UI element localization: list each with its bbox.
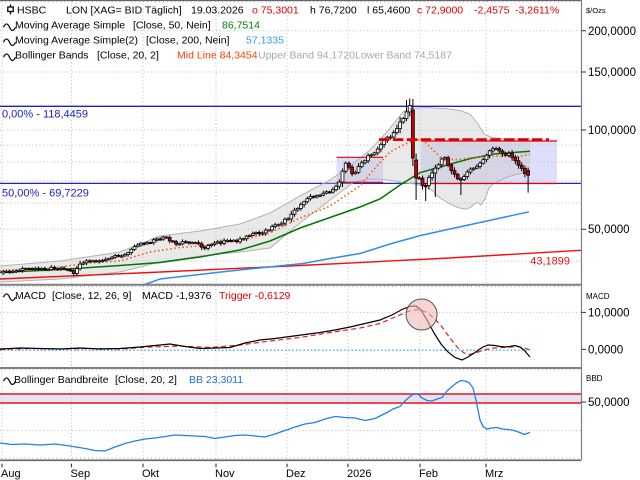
svg-text:[Close, 12, 26, 9]: [Close, 12, 26, 9] <box>52 290 131 302</box>
svg-text:Aug: Aug <box>1 468 21 480</box>
svg-text:43,1899: 43,1899 <box>530 256 570 268</box>
svg-text:Moving Average Simple: Moving Average Simple <box>15 20 125 32</box>
svg-text:LON [XAG= BID Täglich]: LON [XAG= BID Täglich] <box>66 5 182 17</box>
svg-text:BB 23,3011: BB 23,3011 <box>189 374 243 386</box>
svg-text:Moving Average Simple(2): Moving Average Simple(2) <box>15 35 138 47</box>
svg-text:MACD -1,9376: MACD -1,9376 <box>142 290 212 302</box>
svg-text:Trigger -0,6129: Trigger -0,6129 <box>219 290 291 302</box>
svg-text:100,0000: 100,0000 <box>588 125 636 137</box>
svg-text:Feb: Feb <box>419 468 438 480</box>
svg-text:MACD: MACD <box>15 290 46 302</box>
svg-text:50,0000: 50,0000 <box>588 224 630 236</box>
svg-text:[Close, 20, 2]: [Close, 20, 2] <box>115 374 177 386</box>
svg-text:c 72,9000: c 72,9000 <box>417 5 463 17</box>
svg-text:10,0000: 10,0000 <box>588 307 630 319</box>
svg-text:h 76,7200: h 76,7200 <box>310 5 357 17</box>
svg-text:Bollinger Bandbreite: Bollinger Bandbreite <box>14 374 109 386</box>
svg-text:2026: 2026 <box>347 468 371 480</box>
svg-text:l 65,4600: l 65,4600 <box>367 5 410 17</box>
svg-text:-3,2611%: -3,2611% <box>515 5 559 17</box>
svg-text:Nov: Nov <box>215 468 235 480</box>
svg-text:19.03.2026: 19.03.2026 <box>191 5 244 17</box>
svg-text:HSBC: HSBC <box>17 5 47 17</box>
svg-text:200,0000: 200,0000 <box>588 26 636 38</box>
svg-text:Sep: Sep <box>71 468 91 480</box>
svg-text:Okt: Okt <box>142 468 159 480</box>
svg-text:[Close, 50, Nein]: [Close, 50, Nein] <box>133 20 211 32</box>
svg-text:Upper Band 94,1720: Upper Band 94,1720 <box>258 50 355 62</box>
svg-text:150,0000: 150,0000 <box>588 67 636 79</box>
svg-text:57,1335: 57,1335 <box>246 35 284 47</box>
svg-text:[Close, 20, 2]: [Close, 20, 2] <box>97 50 159 62</box>
svg-text:50,00% - 69,7229: 50,00% - 69,7229 <box>2 188 89 200</box>
svg-text:Mrz: Mrz <box>485 468 503 480</box>
svg-text:Lower Band 74,5187: Lower Band 74,5187 <box>355 50 452 62</box>
svg-text:0,0000: 0,0000 <box>588 344 623 356</box>
svg-text:-2,4575: -2,4575 <box>474 5 510 17</box>
svg-text:0,00% - 118,4459: 0,00% - 118,4459 <box>2 109 88 121</box>
svg-text:BBD: BBD <box>586 374 603 383</box>
svg-text:86,7514: 86,7514 <box>222 20 260 32</box>
svg-text:Dez: Dez <box>286 468 306 480</box>
svg-text:Bollinger Bands: Bollinger Bands <box>15 50 89 62</box>
svg-text:50,0000: 50,0000 <box>588 397 630 409</box>
svg-text:[Close, 200, Nein]: [Close, 200, Nein] <box>146 35 230 47</box>
svg-text:$/Ozs: $/Ozs <box>586 6 606 15</box>
svg-text:Mid Line 84,3454: Mid Line 84,3454 <box>177 50 258 62</box>
svg-text:MACD: MACD <box>586 292 610 301</box>
svg-text:o 75,3001: o 75,3001 <box>252 5 299 17</box>
